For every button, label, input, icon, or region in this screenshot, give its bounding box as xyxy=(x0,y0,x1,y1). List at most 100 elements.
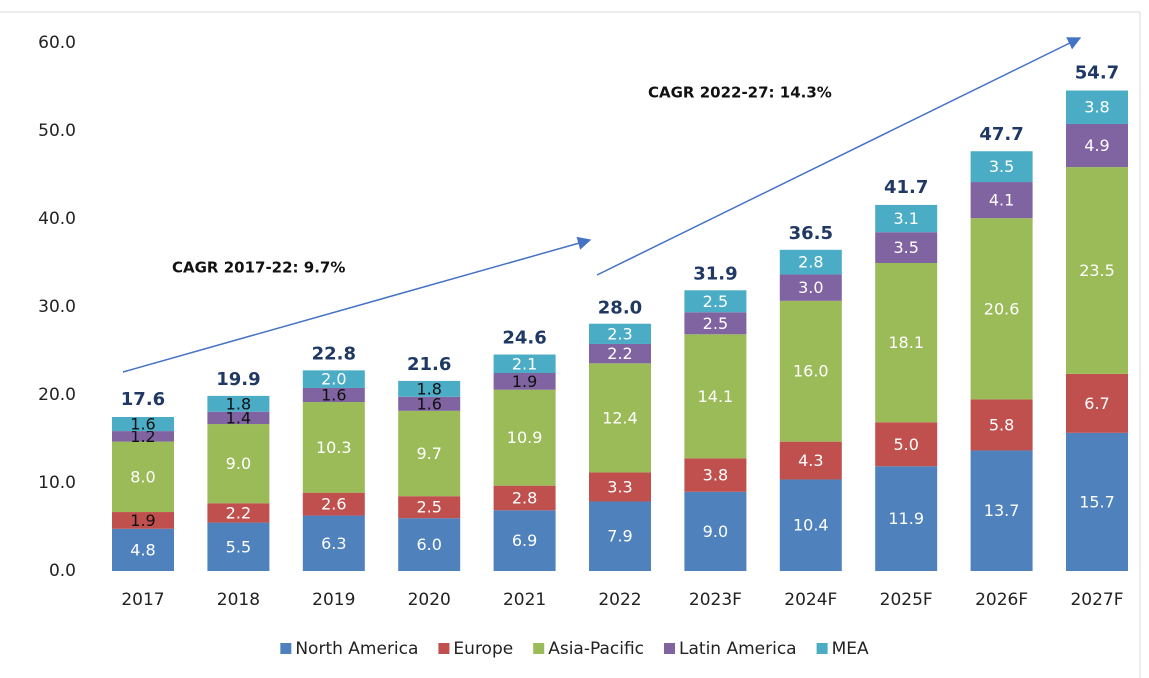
bar-segment xyxy=(684,290,747,313)
data-label: 4.3 xyxy=(798,451,823,470)
x-tick-label: 2022 xyxy=(598,590,641,610)
data-label: 1.6 xyxy=(416,394,441,413)
bar-segment xyxy=(398,396,461,411)
bar-segment xyxy=(302,370,365,388)
x-tick-label: 2017 xyxy=(121,590,164,610)
bar-segment xyxy=(589,343,651,364)
bar-segment xyxy=(207,503,270,523)
bar-segment xyxy=(493,510,556,571)
x-tick-label: 2021 xyxy=(503,590,546,610)
bar-segment xyxy=(302,492,365,516)
bar-segment xyxy=(970,218,1033,400)
y-tick-label: 50.0 xyxy=(38,121,76,141)
bar-segment xyxy=(493,389,556,486)
total-label: 24.6 xyxy=(502,328,546,349)
legend-label: North America xyxy=(295,639,418,659)
annotation: CAGR 2022-27: 14.3% xyxy=(648,84,832,102)
annotation: CAGR 2017-22: 9.7% xyxy=(172,259,345,277)
y-tick-label: 60.0 xyxy=(38,33,76,53)
bar-segment xyxy=(398,518,461,571)
bar-segment xyxy=(875,232,938,263)
bar-segment xyxy=(493,485,556,511)
y-tick-label: 20.0 xyxy=(38,385,76,405)
total-label: 54.7 xyxy=(1075,63,1119,84)
bar-segment xyxy=(875,466,938,571)
legend-swatch xyxy=(280,643,292,654)
legend-swatch xyxy=(664,643,676,654)
data-label: 10.4 xyxy=(793,516,829,535)
data-label: 2.8 xyxy=(512,488,537,507)
legend-swatch xyxy=(438,643,450,654)
data-label: 2.5 xyxy=(703,314,728,333)
data-label: 2.3 xyxy=(607,324,632,343)
data-label: 2.2 xyxy=(226,503,251,522)
data-label: 3.8 xyxy=(703,466,728,485)
data-label: 12.4 xyxy=(602,408,638,427)
data-label: 1.6 xyxy=(321,386,346,405)
data-label: 2.1 xyxy=(512,354,537,373)
data-label: 2.5 xyxy=(416,498,441,517)
data-label: 4.1 xyxy=(989,191,1014,210)
data-label: 3.0 xyxy=(798,278,823,297)
x-tick-label: 2020 xyxy=(408,590,451,610)
bar-segment xyxy=(207,522,270,571)
bar-segment xyxy=(970,399,1033,451)
data-label: 6.7 xyxy=(1084,394,1109,413)
bar-segment xyxy=(302,402,365,493)
bar-segment xyxy=(112,431,174,442)
y-tick-label: 30.0 xyxy=(38,297,76,317)
data-label: 1.8 xyxy=(226,394,251,413)
bar-segment xyxy=(684,491,747,571)
data-label: 15.7 xyxy=(1079,492,1115,511)
x-tick-label: 2026F xyxy=(975,590,1028,610)
data-label: 16.0 xyxy=(793,362,829,381)
data-label: 8.0 xyxy=(130,467,155,486)
data-label: 10.3 xyxy=(316,438,352,457)
bar-segment xyxy=(589,363,651,473)
data-label: 20.6 xyxy=(984,299,1020,318)
y-tick-label: 0.0 xyxy=(49,561,76,581)
data-label: 2.5 xyxy=(703,292,728,311)
bar-segment xyxy=(1066,432,1128,571)
bar-segment xyxy=(207,411,270,425)
bar-segment xyxy=(1066,167,1128,374)
data-label: 5.8 xyxy=(989,415,1014,434)
legend-swatch xyxy=(816,643,828,654)
data-label: 5.5 xyxy=(226,537,251,556)
legend-swatch xyxy=(533,643,545,654)
bar-segment xyxy=(970,450,1033,571)
x-tick-label: 2025F xyxy=(880,590,933,610)
bar-segment xyxy=(1066,373,1128,433)
data-label: 10.9 xyxy=(507,428,543,447)
bar-segment xyxy=(779,249,842,275)
bar-segment xyxy=(684,312,747,335)
bar-segment xyxy=(112,417,174,432)
total-label: 22.8 xyxy=(312,343,356,364)
bar-segment xyxy=(398,410,461,497)
data-label: 3.3 xyxy=(607,477,632,496)
data-label: 4.9 xyxy=(1084,136,1109,155)
data-label: 3.1 xyxy=(893,209,918,228)
x-tick-label: 2019 xyxy=(312,590,355,610)
bar-segment xyxy=(779,479,842,571)
total-label: 19.9 xyxy=(216,369,260,390)
x-tick-label: 2027F xyxy=(1070,590,1123,610)
x-tick-label: 2024F xyxy=(784,590,837,610)
total-label: 41.7 xyxy=(884,177,928,198)
data-label: 23.5 xyxy=(1079,261,1115,280)
data-label: 1.4 xyxy=(226,408,251,427)
cagr-arrow xyxy=(122,236,592,373)
bar-segment xyxy=(1066,90,1128,124)
bar-segment xyxy=(398,496,461,519)
data-label: 6.9 xyxy=(512,531,537,550)
bar-segment xyxy=(112,528,174,571)
bar-segment xyxy=(589,472,651,502)
bar-segment xyxy=(112,441,174,513)
bar-segment xyxy=(207,395,270,412)
bar-segment xyxy=(302,387,365,403)
bar-segment xyxy=(779,274,842,301)
data-label: 2.2 xyxy=(607,344,632,363)
data-label: 7.9 xyxy=(607,527,632,546)
y-tick-label: 10.0 xyxy=(38,473,76,493)
